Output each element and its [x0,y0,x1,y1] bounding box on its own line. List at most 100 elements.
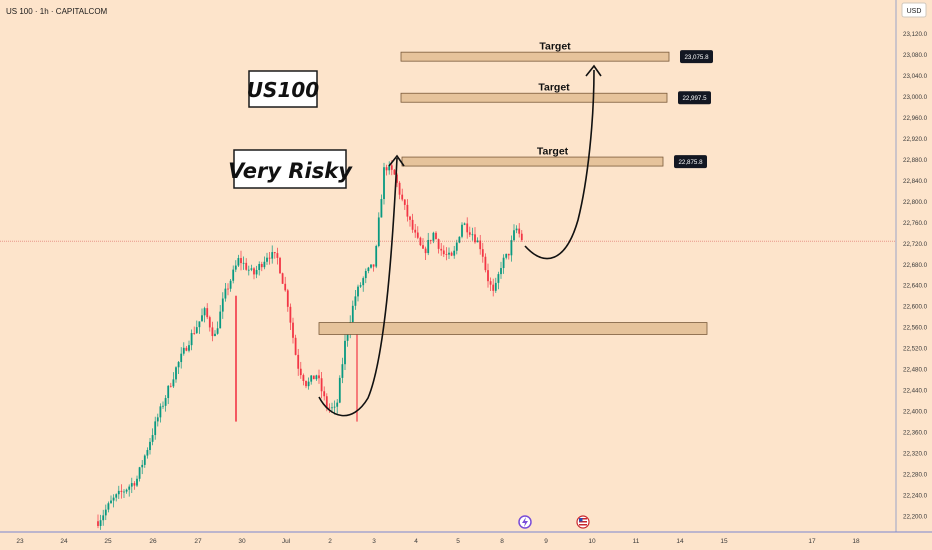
candle-body [151,435,154,442]
time-tick-label: 9 [544,538,548,545]
candle-body [427,239,430,254]
time-tick-label: 3 [372,538,376,545]
time-tick-label: 11 [633,538,640,545]
time-tick-label: 5 [456,538,460,545]
candle-body [219,311,222,329]
lightning-icon[interactable] [518,515,532,529]
candle-body [489,281,492,285]
candle-body [133,483,136,486]
candle-body [479,240,482,250]
price-tick-label: 22,520.0 [903,346,928,353]
candle-body [185,347,188,351]
target-price-tag [680,50,713,64]
candle-body [258,264,261,270]
candle-body [315,375,318,380]
candle-body [297,354,300,369]
time-tick-label: 17 [808,538,816,545]
price-tick-label: 22,880.0 [903,157,928,164]
price-tick-label: 22,840.0 [903,178,928,185]
candle-body [154,421,157,436]
candle-body [162,405,164,407]
candle-body [515,228,518,231]
candle-body [169,385,172,387]
candle-body [294,337,297,355]
candle-body [367,267,370,271]
target-zone[interactable] [400,92,668,103]
candle-body [411,219,414,230]
title-box-text: US100 [247,78,319,102]
candle-body [398,182,401,195]
candle-body [351,305,354,323]
candle-body [372,264,375,267]
candle-body [102,515,105,521]
target-zone[interactable] [400,51,670,62]
price-axis[interactable] [896,0,932,532]
candle-body [307,381,310,387]
candle-body [255,269,258,275]
candle-body [362,278,365,286]
candle-body [320,378,323,392]
us-flag-icon[interactable] [576,515,590,529]
candle-body [159,406,162,418]
price-tick-label: 22,680.0 [903,262,928,269]
candle-body [276,253,279,258]
candle-body [471,234,474,236]
price-tick-label: 22,760.0 [903,220,928,227]
candle-body [112,497,115,501]
symbol-header: US 100 · 1h · CAPITALCOM [6,7,108,16]
price-tick-label: 22,480.0 [903,367,928,374]
candle-body [125,489,128,492]
price-tick-label: 23,080.0 [903,52,928,59]
candle-body [466,223,469,233]
candle-body [172,379,175,387]
candle-body [455,242,458,251]
candle-body [341,364,344,378]
candle-body [328,407,331,409]
candle-body [284,283,287,291]
target-price-text: 22,875.8 [678,159,703,166]
candle-body [390,165,393,170]
candle-body [123,491,125,493]
candle-body [520,233,523,241]
candle-body [346,332,349,341]
price-tick-label: 22,600.0 [903,304,928,311]
candle-body [419,237,422,246]
candle-body [203,308,206,316]
support-zone[interactable] [318,322,708,335]
currency-button[interactable] [901,2,927,18]
candle-body [268,257,271,259]
candle-body [208,317,211,328]
target-label: Target [538,82,570,94]
target-zone[interactable] [401,156,664,167]
price-tick-label: 23,000.0 [903,94,928,101]
candle-body [445,254,448,255]
candle-body [271,252,274,259]
candle-body [442,250,445,255]
price-axis-ticks: 23,120.0 23,080.0 23,040.0 23,000.0 22,960.0… [903,31,928,521]
candle-body [234,265,237,270]
candle-body [289,306,292,323]
candle-body [502,257,505,269]
candle-body [175,367,177,380]
candle-body [505,253,508,258]
candle-body [245,262,248,270]
candle-body [250,268,253,270]
candle-body [286,290,289,307]
candle-body [424,248,427,254]
candle-body [97,521,99,526]
candle-body [164,398,167,406]
candle-body [110,500,112,504]
candle-body [302,375,305,381]
price-tick-label: 22,640.0 [903,283,928,290]
candle-body [188,345,190,351]
arrow-head [388,154,405,167]
arrow-head [585,64,602,77]
candle-body [338,377,341,403]
price-tick-label: 22,400.0 [903,409,928,416]
candle-body [167,385,170,399]
title-box [248,70,318,108]
candle-body [481,249,484,257]
candle-body [156,417,159,422]
candle-body [242,262,245,264]
